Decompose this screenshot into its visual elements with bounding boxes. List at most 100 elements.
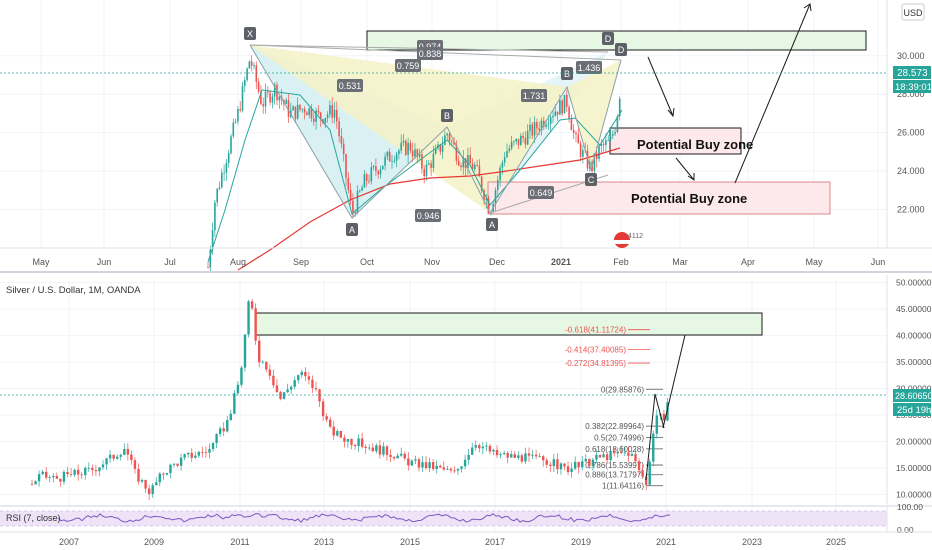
harmonic-pattern-lines	[249, 3, 812, 219]
bottom-candle-body	[268, 369, 272, 376]
top-candle-body	[372, 166, 375, 168]
top-candle-body	[441, 144, 444, 152]
top-candle-body	[356, 191, 359, 214]
pattern-point-d: D	[615, 43, 627, 56]
top-time-tick: Nov	[424, 257, 441, 267]
bottom-candle-body	[421, 462, 424, 468]
top-candle-body	[506, 151, 508, 158]
bottom-candle-body	[581, 461, 584, 468]
bottom-candle-body	[98, 467, 101, 472]
bottom-price-axis[interactable]: 50.00000 45.00000 40.00000 35.00000 30.00000…	[0, 275, 932, 505]
buy-zone-text-group: Potential Buy zone Potential Buy zone	[631, 137, 753, 206]
top-candle-body	[434, 148, 437, 154]
top-candle-body	[370, 167, 373, 182]
bottom-candle-body	[165, 473, 169, 475]
top-candle-body	[386, 151, 389, 157]
pattern-point-c: C	[585, 173, 597, 186]
top-candle-body	[342, 143, 345, 155]
top-candle-body	[294, 106, 297, 119]
top-candle-body	[563, 94, 566, 114]
top-candle-body	[384, 156, 386, 166]
top-candle-body	[526, 130, 529, 145]
bottom-candle-body	[243, 334, 247, 368]
bottom-time-tick: 2017	[485, 537, 505, 547]
bottom-candle-body	[151, 485, 154, 495]
bottom-time-axis[interactable]: 2007 2009 2011 2013 2015 2017 2019 2021 2023 2025	[0, 531, 932, 547]
top-candle-body	[221, 172, 223, 188]
top-time-axis[interactable]: May Jun Jul Aug Sep Oct Nov Dec 2021 Feb Mar Apr May…	[0, 247, 932, 267]
top-candle-body	[324, 117, 327, 123]
bottom-candle-body	[407, 458, 410, 466]
ma-red-line	[237, 147, 621, 271]
ratio-label-text: 0.531	[339, 81, 362, 91]
top-candle-body	[508, 148, 511, 152]
top-candle-body	[260, 91, 262, 105]
bottom-candle-body	[130, 454, 133, 461]
top-candle-body	[522, 135, 524, 139]
bottom-candle-body	[499, 454, 502, 456]
bottom-candle-body	[76, 469, 80, 475]
bottom-candle-body	[293, 380, 296, 387]
top-candle-body	[407, 142, 409, 155]
bottom-candle-body	[226, 419, 229, 432]
top-candle-body	[264, 91, 267, 107]
bottom-candle-body	[48, 477, 51, 478]
currency-button[interactable]: USD	[901, 3, 925, 21]
bottom-candle-body	[247, 301, 250, 335]
ratio-label: 1.731	[521, 89, 547, 102]
bottom-candle-body	[364, 446, 367, 448]
bottom-candle-body	[87, 467, 90, 469]
bottom-candle-body	[456, 468, 460, 471]
top-time-tick: Jun	[871, 257, 886, 267]
top-candle-body	[377, 170, 379, 175]
bottom-price-tick: 45.00000	[896, 304, 932, 314]
rsi-band	[0, 511, 887, 526]
bottom-candle-body	[542, 456, 545, 461]
bottom-candle-body	[652, 433, 655, 462]
top-candle-body	[273, 84, 276, 97]
rsi-panel[interactable]: RSI (7, close) 100.00 0.00	[0, 502, 932, 535]
top-candle-body	[232, 122, 235, 137]
top-candle-body	[531, 124, 534, 136]
top-candle-body	[347, 177, 350, 190]
top-candle-body	[520, 135, 522, 146]
pattern-point-text: A	[349, 225, 355, 235]
bottom-candle-body	[311, 379, 314, 388]
bottom-time-tick: 2015	[400, 537, 420, 547]
bottom-candle-body	[236, 384, 240, 394]
bottom-candle-body	[353, 444, 357, 447]
top-candle-body	[340, 136, 343, 144]
bottom-price-panel[interactable]: Silver / U.S. Dollar, 1M, OANDA -0.618(4…	[0, 275, 932, 532]
last-price-value: 28.573	[897, 68, 928, 79]
bottom-candle-body	[190, 452, 193, 458]
top-candle-body	[218, 187, 221, 189]
svg-text:4112: 4112	[628, 233, 643, 240]
top-candle-body	[303, 108, 306, 113]
top-candle-body	[538, 128, 540, 131]
top-candle-body	[338, 121, 340, 137]
top-candle-body	[540, 120, 543, 131]
top-candle-body	[566, 94, 568, 107]
bottom-candle-body	[449, 468, 453, 471]
bottom-candle-body	[520, 455, 524, 462]
ratio-label: 0.649	[528, 186, 554, 199]
top-candle-body	[501, 162, 504, 168]
bottom-candle-body	[538, 456, 541, 458]
bottom-candle-body	[318, 389, 321, 402]
bottom-candle-body	[69, 474, 73, 475]
top-candle-body	[517, 138, 520, 146]
top-price-tick: 28.000	[897, 89, 925, 99]
top-price-axis[interactable]: 30.000 28.000 26.000 24.000 22.000 USD 28.57…	[0, 0, 932, 248]
top-candle-body	[237, 109, 239, 122]
top-candle-body	[278, 96, 281, 101]
bottom-candle-body	[648, 461, 651, 485]
top-candle-body	[595, 153, 598, 159]
bottom-candle-body	[524, 453, 527, 462]
bottom-candle-body	[534, 454, 538, 457]
currency-button-label[interactable]: USD	[903, 8, 923, 18]
top-candle-body	[499, 167, 501, 181]
top-candle-body	[480, 176, 483, 191]
bottom-price-tick: 30.00000	[896, 384, 932, 394]
